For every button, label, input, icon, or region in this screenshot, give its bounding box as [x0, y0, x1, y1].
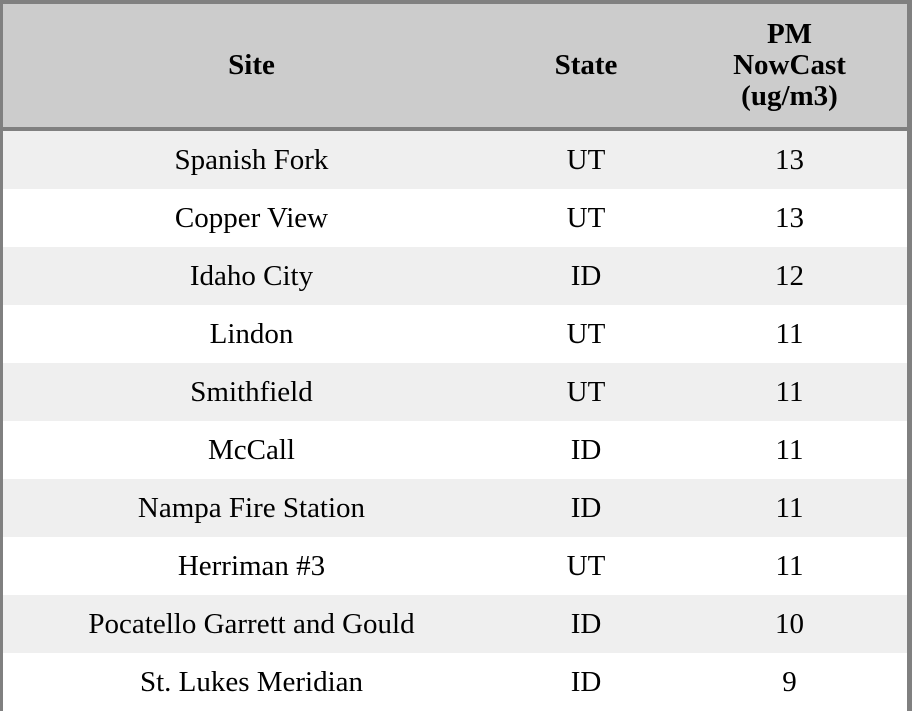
cell-pm-nowcast: 11	[775, 433, 804, 466]
table-row[interactable]: Lindon UT 11	[3, 305, 907, 363]
cell-site: Pocatello Garrett and Gould	[88, 607, 415, 640]
cell-site: Herriman #3	[177, 549, 326, 582]
cell-pm-nowcast: 9	[782, 665, 797, 698]
cell-state: ID	[570, 433, 602, 466]
cell-site: St. Lukes Meridian	[139, 665, 364, 698]
cell-site: Smithfield	[190, 375, 313, 408]
cell-site: Copper View	[174, 201, 329, 234]
cell-state: UT	[566, 317, 606, 350]
column-header-state[interactable]: State	[500, 4, 672, 131]
cell-site: McCall	[208, 433, 295, 466]
table-header-row: Site State PM NowCast (ug/m3)	[3, 4, 907, 131]
pm-nowcast-table: Site State PM NowCast (ug/m3) Spanish Fo…	[3, 4, 907, 711]
cell-pm-nowcast: 12	[775, 259, 804, 292]
table-row[interactable]: McCall ID 11	[3, 421, 907, 479]
cell-pm-nowcast: 11	[775, 549, 804, 582]
cell-state: UT	[566, 201, 606, 234]
table-row[interactable]: Herriman #3 UT 11	[3, 537, 907, 595]
cell-state: UT	[566, 549, 606, 582]
cell-pm-nowcast: 11	[775, 491, 804, 524]
cell-pm-nowcast: 10	[775, 607, 804, 640]
cell-pm-nowcast: 11	[775, 317, 804, 350]
cell-site: Idaho City	[189, 259, 314, 292]
cell-state: UT	[566, 143, 606, 176]
table-row[interactable]: Pocatello Garrett and Gould ID 10	[3, 595, 907, 653]
table-body: Spanish Fork UT 13 Copper View UT 13 Ida…	[3, 129, 907, 711]
cell-state: UT	[566, 375, 606, 408]
table-row[interactable]: Idaho City ID 12	[3, 247, 907, 305]
cell-site: Spanish Fork	[174, 143, 329, 176]
cell-pm-nowcast: 13	[775, 201, 804, 234]
cell-site: Nampa Fire Station	[137, 491, 366, 524]
table-row[interactable]: Nampa Fire Station ID 11	[3, 479, 907, 537]
table-header: Site State PM NowCast (ug/m3)	[3, 4, 907, 131]
cell-state: ID	[570, 259, 602, 292]
cell-pm-nowcast: 11	[775, 375, 804, 408]
table-row[interactable]: Copper View UT 13	[3, 189, 907, 247]
column-header-pm-nowcast[interactable]: PM NowCast (ug/m3)	[672, 4, 907, 131]
cell-pm-nowcast: 13	[775, 143, 804, 176]
column-header-site[interactable]: Site	[3, 4, 500, 131]
table-row[interactable]: Spanish Fork UT 13	[3, 129, 907, 189]
table-row[interactable]: Smithfield UT 11	[3, 363, 907, 421]
cell-state: ID	[570, 607, 602, 640]
cell-state: ID	[570, 665, 602, 698]
cell-state: ID	[570, 491, 602, 524]
table-row[interactable]: St. Lukes Meridian ID 9	[3, 653, 907, 711]
cell-site: Lindon	[209, 317, 294, 350]
